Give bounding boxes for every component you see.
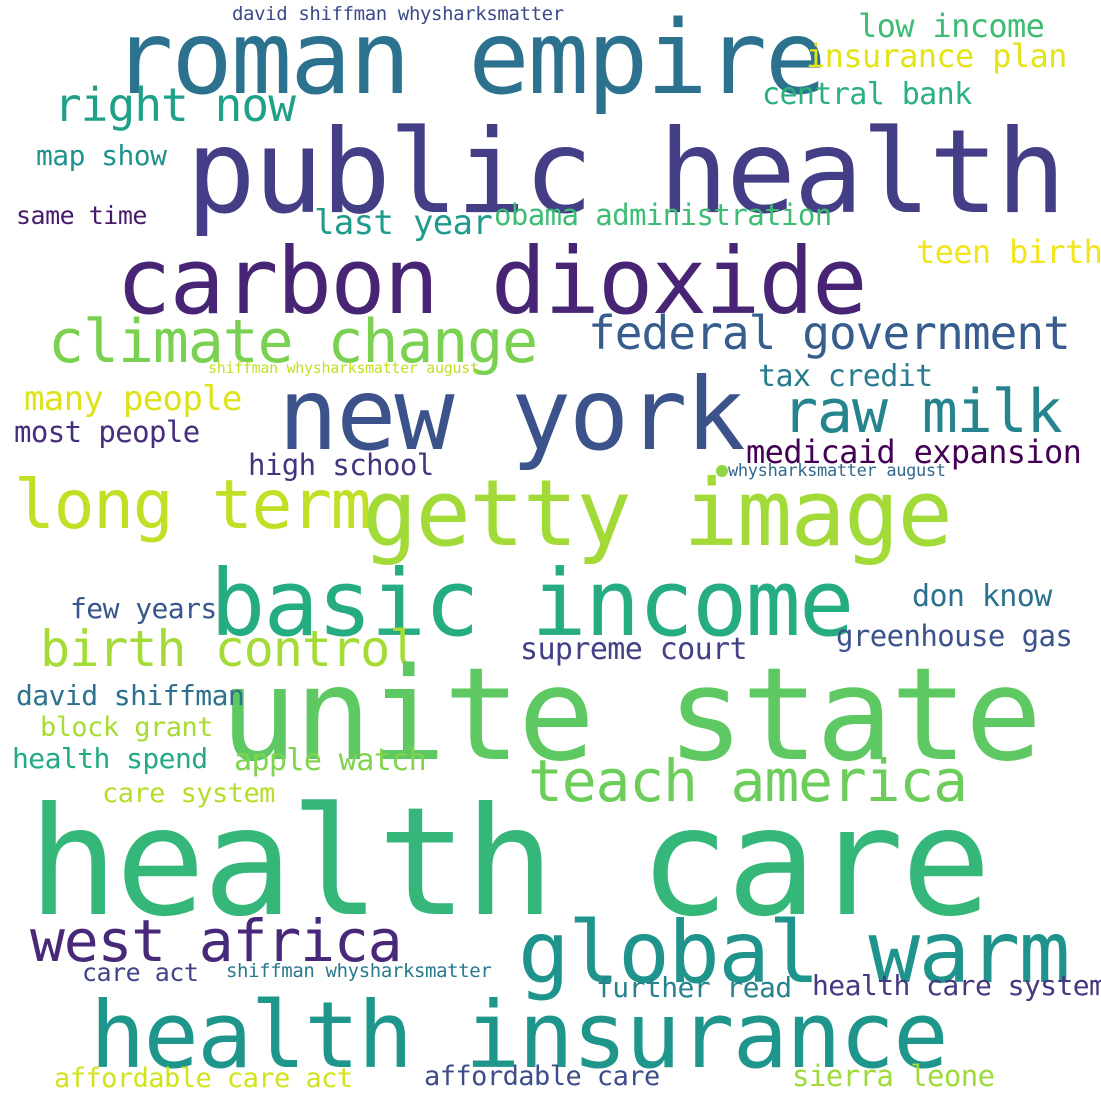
word: last year: [314, 203, 493, 243]
word: care act: [82, 958, 199, 987]
word: right now: [54, 78, 296, 132]
word: many people: [24, 379, 242, 419]
word: few years: [70, 592, 217, 625]
word: same time: [16, 201, 147, 230]
word: long term: [14, 466, 372, 545]
color-dot: [716, 465, 728, 477]
word: affordable care: [424, 1061, 660, 1092]
word: climate change: [48, 307, 538, 377]
word: care system: [102, 778, 275, 809]
word: carbon dioxide: [116, 228, 868, 335]
word: health insurance: [90, 982, 949, 1089]
word: basic income: [210, 550, 854, 657]
word: high school: [248, 448, 434, 482]
word: unite state: [220, 641, 1042, 790]
word: most people: [14, 415, 200, 449]
word: supreme court: [520, 632, 748, 667]
word: insurance plan: [806, 37, 1067, 75]
word: health care: [28, 776, 991, 950]
word: federal government: [588, 306, 1071, 360]
word: teach america: [528, 747, 968, 815]
word: affordable care act: [54, 1063, 353, 1094]
word: medicaid expansion: [746, 433, 1082, 471]
word: birth control: [40, 620, 419, 678]
word: tax credit: [758, 359, 933, 394]
word: west africa: [30, 907, 403, 975]
word: shiffman whysharksmatter august: [208, 359, 479, 377]
word: don know: [912, 579, 1052, 614]
word: block grant: [40, 712, 213, 743]
word: getty image: [362, 460, 953, 567]
word: whysharksmatter august: [728, 461, 946, 481]
word: further read: [596, 971, 792, 1004]
word: sierra leone: [792, 1059, 995, 1093]
word: roman empire: [112, 0, 826, 118]
word: map show: [36, 139, 167, 172]
word: greenhouse gas: [836, 619, 1073, 653]
word: public health: [186, 105, 1066, 240]
word: health care system: [812, 969, 1101, 1002]
word: raw milk: [782, 377, 1063, 447]
word: david shiffman whysharksmatter: [232, 3, 564, 25]
word: apple watch: [234, 743, 427, 778]
word: teen birth: [916, 233, 1101, 271]
word: global warm: [518, 903, 1070, 1003]
word: new york: [278, 356, 746, 473]
word: shiffman whysharksmatter: [226, 960, 492, 982]
word: david shiffman: [16, 679, 245, 712]
word: health spend: [12, 742, 208, 775]
word: low income: [858, 7, 1045, 45]
word: central bank: [762, 77, 972, 112]
word: obama administration: [494, 198, 832, 232]
